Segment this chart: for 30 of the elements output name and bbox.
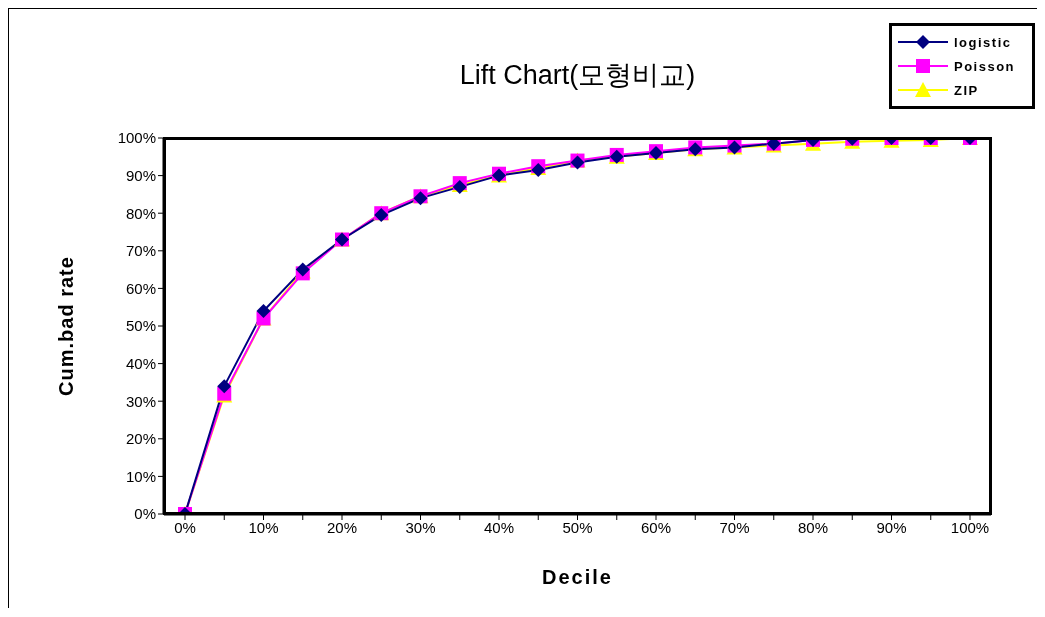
- y-tick-label: 40%: [125, 354, 156, 372]
- x-tick-label: 20%: [326, 518, 358, 536]
- y-tick-label: 20%: [125, 430, 156, 448]
- y-tick-label: 90%: [125, 166, 156, 184]
- x-axis-title: Decile: [542, 566, 613, 588]
- legend-label: logistic: [954, 34, 1012, 50]
- x-tick-label: 70%: [719, 518, 750, 536]
- x-tick-label: 0%: [174, 518, 196, 536]
- x-tick-label: 100%: [950, 518, 990, 536]
- x-tick-label: 10%: [248, 518, 279, 536]
- x-tick-label: 40%: [483, 518, 515, 536]
- chart-title: Lift Chart(모형비교): [459, 60, 696, 90]
- y-tick-label: 80%: [125, 204, 156, 222]
- x-tick-label: 80%: [797, 518, 829, 536]
- y-tick-label: 70%: [125, 242, 156, 260]
- x-tick-label: 60%: [640, 518, 672, 536]
- y-tick-label: 0%: [134, 505, 156, 523]
- x-tick-label: 30%: [405, 518, 436, 536]
- y-axis-title: Cum.bad rate: [55, 256, 78, 396]
- y-tick-label: 50%: [125, 317, 156, 335]
- legend-label: Poisson: [954, 58, 1016, 74]
- y-tick-label: 10%: [125, 467, 156, 485]
- y-tick-label: 30%: [125, 392, 156, 410]
- x-tick-label: 90%: [876, 518, 907, 536]
- point: [217, 379, 232, 394]
- point: [256, 303, 271, 318]
- x-tick-label: 50%: [562, 518, 593, 536]
- legend-label: ZIP: [954, 82, 979, 98]
- y-tick-label: 100%: [117, 129, 156, 147]
- y-tick-label: 60%: [125, 279, 156, 297]
